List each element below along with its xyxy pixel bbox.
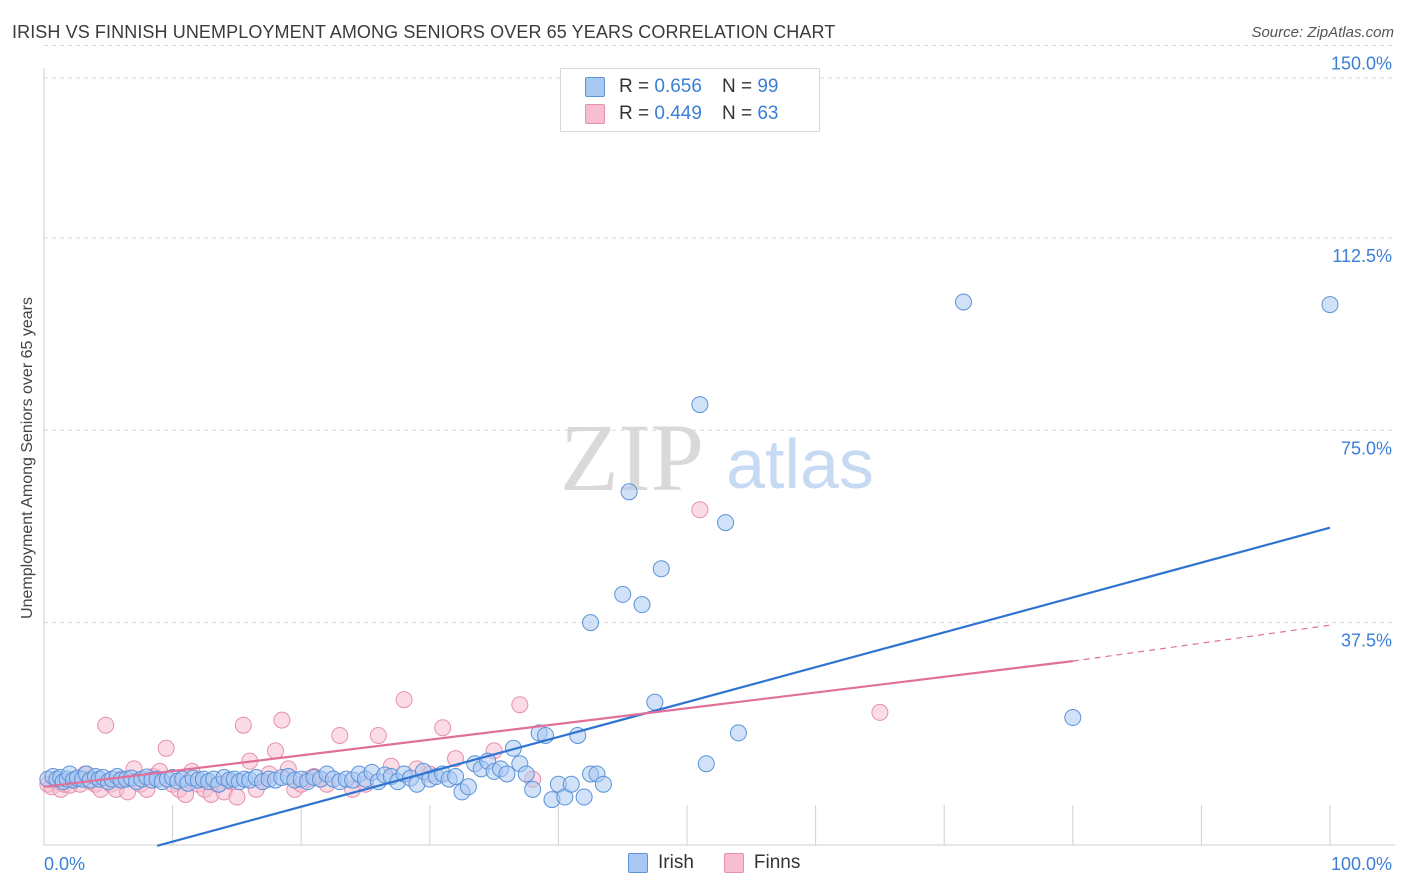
finns-point	[97, 716, 115, 734]
x-tick-label: 100.0%	[1331, 854, 1392, 874]
legend: R = 0.656 N = 99 R = 0.449 N = 63	[560, 68, 820, 132]
irish-point	[691, 396, 709, 414]
legend-r-label: R =	[619, 76, 650, 97]
irish-point	[633, 596, 651, 614]
legend-item-finns: Finns	[723, 852, 801, 874]
watermark-atlas: atlas	[726, 425, 874, 503]
irish-point	[575, 788, 593, 806]
irish-point	[447, 768, 465, 786]
irish-point	[646, 693, 664, 711]
irish-point	[697, 755, 715, 773]
trend-lines	[43, 526, 1331, 847]
axes	[43, 68, 1395, 846]
irish-trend-line	[156, 526, 1331, 847]
finns-swatch	[585, 104, 605, 124]
finns-trend-line	[43, 660, 1073, 788]
finns-point	[157, 739, 175, 757]
finns-point	[228, 788, 246, 806]
irish-point	[1064, 709, 1082, 727]
irish-point	[517, 765, 535, 783]
irish-point	[1321, 296, 1339, 314]
irish-point	[614, 585, 632, 603]
finns-point	[395, 691, 413, 709]
watermark: ZIP atlas	[560, 404, 874, 511]
chart-title: IRISH VS FINNISH UNEMPLOYMENT AMONG SENI…	[12, 22, 836, 42]
finns-point	[273, 711, 291, 729]
irish-legend-swatch	[628, 853, 648, 873]
legend-r-label: R =	[619, 103, 650, 124]
y-tick-label: 112.5%	[1332, 246, 1392, 266]
irish-point	[498, 765, 516, 783]
source-label: Source: ZipAtlas.com	[1251, 24, 1394, 41]
x-tick-label: 0.0%	[44, 854, 85, 874]
irish-point	[594, 775, 612, 793]
y-tick-label: 75.0%	[1341, 438, 1392, 458]
finns-points	[39, 501, 889, 806]
finns-legend-label: Finns	[753, 852, 801, 873]
y-tick-label: 37.5%	[1341, 631, 1392, 651]
finns-r-value: 0.449	[654, 103, 702, 124]
irish-point	[459, 778, 477, 796]
finns-point	[266, 742, 284, 760]
irish-point	[562, 775, 580, 793]
irish-points	[39, 293, 1339, 809]
finns-n-value: 63	[757, 103, 779, 124]
tick-labels: 37.5% 75.0% 112.5% 150.0% 0.0% 100.0%	[44, 54, 1392, 875]
gridlines	[44, 45, 1395, 624]
legend-n-label: N =	[721, 103, 753, 124]
irish-point	[954, 293, 972, 311]
legend-item-irish: Irish	[628, 852, 694, 874]
finns-point	[369, 726, 387, 744]
finns-point	[447, 750, 465, 768]
finns-point	[434, 719, 452, 737]
irish-point	[729, 724, 747, 742]
irish-point	[717, 514, 735, 532]
irish-n-value: 99	[757, 76, 779, 97]
legend-row-finns: R = 0.449 N = 63	[585, 102, 778, 126]
irish-point	[582, 614, 600, 632]
finns-point	[511, 696, 529, 714]
irish-swatch	[585, 77, 605, 97]
finns-point	[331, 726, 349, 744]
irish-point	[652, 560, 670, 578]
finns-point	[234, 716, 252, 734]
y-tick-label: 150.0%	[1331, 54, 1392, 74]
finns-legend-swatch	[723, 853, 744, 873]
finns-trend-extension	[1072, 624, 1331, 662]
finns-point	[691, 501, 709, 519]
irish-point	[620, 483, 638, 501]
legend-n-label: N =	[721, 76, 753, 97]
series-legend: Irish Finns	[628, 852, 830, 874]
finns-point	[871, 703, 889, 721]
irish-r-value: 0.656	[654, 76, 702, 97]
legend-row-irish: R = 0.656 N = 99	[585, 75, 778, 99]
irish-legend-label: Irish	[658, 852, 694, 873]
irish-point	[524, 780, 542, 798]
